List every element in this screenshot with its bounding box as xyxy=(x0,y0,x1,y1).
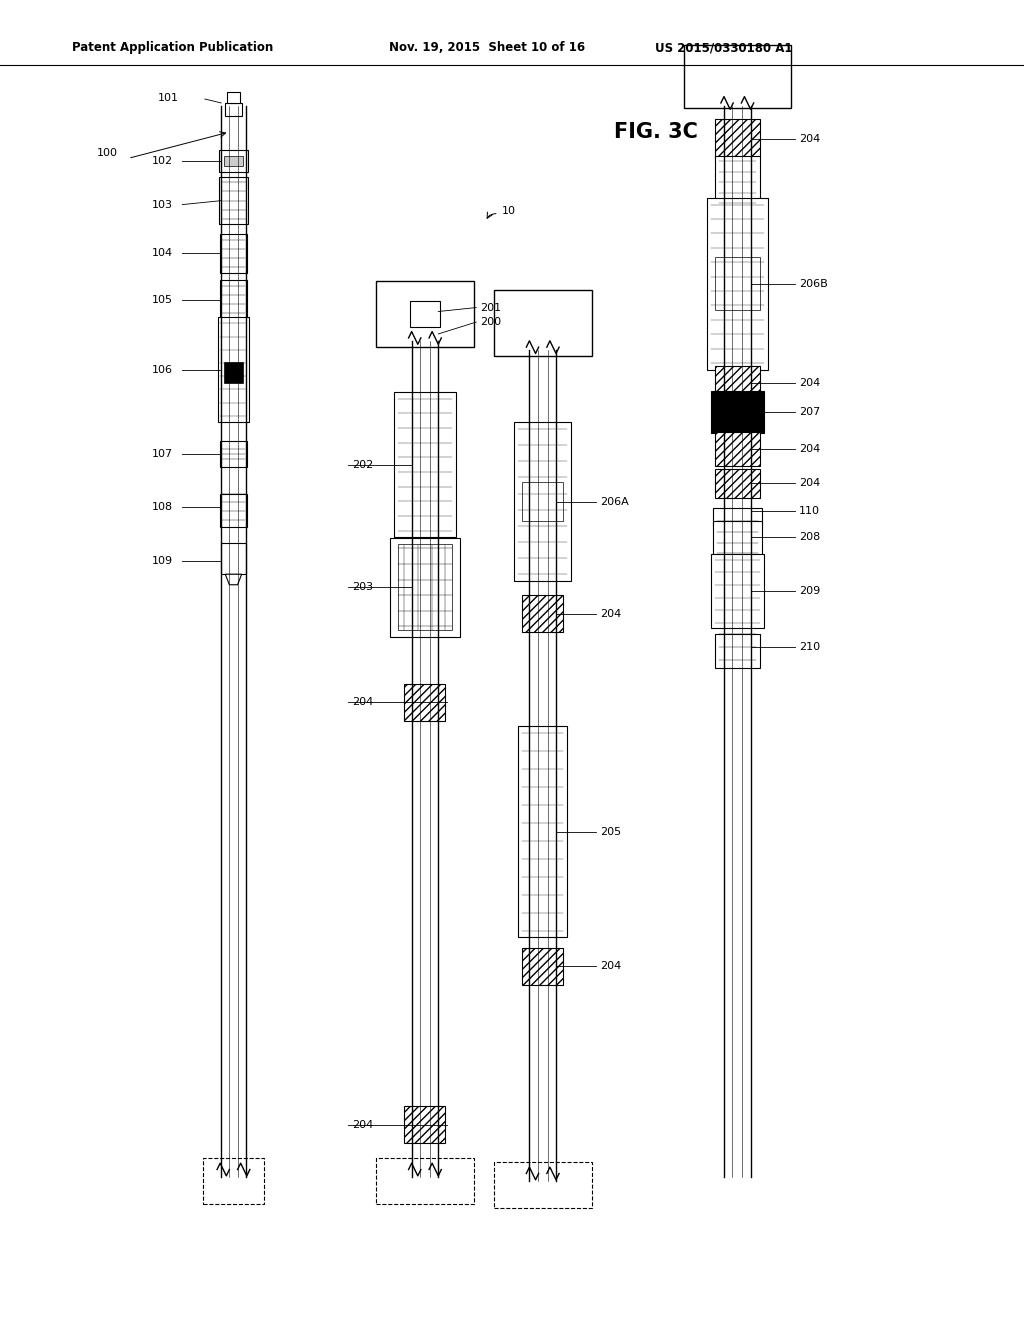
Bar xyxy=(713,508,762,527)
Bar xyxy=(224,362,243,383)
Bar xyxy=(404,1106,445,1143)
Text: 205: 205 xyxy=(600,826,622,837)
Text: 206A: 206A xyxy=(600,496,629,507)
Text: 210: 210 xyxy=(799,642,820,652)
Polygon shape xyxy=(225,574,242,585)
Bar xyxy=(715,366,760,400)
Bar xyxy=(219,150,248,172)
Text: 208: 208 xyxy=(799,532,820,543)
Text: 104: 104 xyxy=(152,248,173,259)
Text: 100: 100 xyxy=(97,148,119,158)
Bar xyxy=(203,1158,264,1204)
Bar xyxy=(522,595,563,632)
Text: 200: 200 xyxy=(480,317,502,327)
Bar xyxy=(711,554,764,628)
Text: 101: 101 xyxy=(158,92,179,103)
Text: 103: 103 xyxy=(152,199,173,210)
Bar xyxy=(715,634,760,668)
Text: 107: 107 xyxy=(152,449,173,459)
Bar xyxy=(518,726,567,937)
Text: 110: 110 xyxy=(799,506,820,516)
Text: 204: 204 xyxy=(799,478,820,488)
Text: 203: 203 xyxy=(352,582,374,593)
Bar xyxy=(410,301,440,327)
Bar xyxy=(219,177,248,224)
Text: Nov. 19, 2015  Sheet 10 of 16: Nov. 19, 2015 Sheet 10 of 16 xyxy=(389,41,586,54)
Text: 206B: 206B xyxy=(799,279,827,289)
Text: 106: 106 xyxy=(152,364,173,375)
Bar xyxy=(715,469,760,498)
Bar xyxy=(522,948,563,985)
Text: 204: 204 xyxy=(600,961,622,972)
Bar xyxy=(376,1158,474,1204)
Bar xyxy=(711,391,764,433)
Bar xyxy=(715,156,760,209)
Bar xyxy=(514,422,571,581)
Bar xyxy=(390,537,460,636)
Bar xyxy=(227,92,240,103)
Bar xyxy=(220,234,247,273)
Bar xyxy=(522,482,563,521)
Bar xyxy=(218,317,249,422)
Text: 109: 109 xyxy=(152,556,173,566)
Bar xyxy=(224,156,243,166)
Bar xyxy=(225,103,242,116)
Bar xyxy=(221,543,246,574)
Bar xyxy=(494,290,592,356)
Bar xyxy=(398,544,452,630)
Bar xyxy=(220,280,247,319)
Text: 10: 10 xyxy=(502,206,516,216)
Text: 105: 105 xyxy=(152,294,173,305)
Bar xyxy=(684,45,791,108)
Bar xyxy=(494,1162,592,1208)
Bar xyxy=(394,392,456,537)
Bar xyxy=(376,281,474,347)
Bar xyxy=(220,441,247,467)
Bar xyxy=(715,119,760,158)
Text: 108: 108 xyxy=(152,502,173,512)
Text: US 2015/0330180 A1: US 2015/0330180 A1 xyxy=(655,41,793,54)
Text: 209: 209 xyxy=(799,586,820,597)
Text: 204: 204 xyxy=(799,378,820,388)
Bar xyxy=(715,257,760,310)
Text: 202: 202 xyxy=(352,459,374,470)
Bar xyxy=(707,198,768,370)
Text: 201: 201 xyxy=(480,302,502,313)
Text: Patent Application Publication: Patent Application Publication xyxy=(72,41,273,54)
Bar xyxy=(220,494,247,527)
Text: FIG. 3C: FIG. 3C xyxy=(614,121,698,143)
Text: 204: 204 xyxy=(799,133,820,144)
Text: 204: 204 xyxy=(352,1119,374,1130)
Text: 204: 204 xyxy=(352,697,374,708)
Text: 207: 207 xyxy=(799,407,820,417)
Bar xyxy=(713,521,762,561)
Bar xyxy=(404,684,445,721)
Bar xyxy=(715,432,760,466)
Text: 204: 204 xyxy=(799,444,820,454)
Text: 204: 204 xyxy=(600,609,622,619)
Text: 102: 102 xyxy=(152,156,173,166)
